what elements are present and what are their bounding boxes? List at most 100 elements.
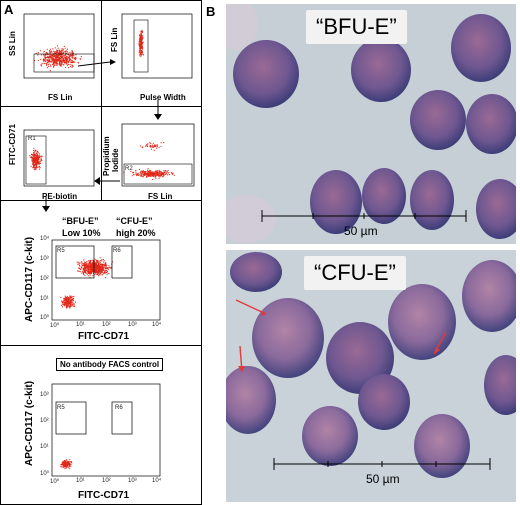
scatter-dot	[32, 167, 34, 169]
scatter-dot	[39, 162, 41, 165]
scatter-dot	[138, 43, 140, 45]
scatter-dot	[96, 271, 98, 273]
scatter-dot	[86, 265, 88, 267]
scatter-dot	[165, 170, 167, 172]
scatter-dot	[78, 270, 80, 272]
scatter-dot	[163, 170, 165, 172]
scatter-dot	[100, 264, 102, 266]
scatter-dot	[67, 61, 69, 64]
scatter-dot	[103, 261, 105, 263]
scatter-dot	[69, 65, 71, 67]
scatter-dot	[139, 37, 141, 39]
scatter-dot	[54, 52, 57, 54]
scatter-dot	[49, 50, 51, 52]
scatter-dot	[50, 64, 52, 66]
plot4-scatter	[121, 123, 195, 187]
scatter-dot	[66, 301, 68, 303]
scatter-dot	[53, 54, 55, 56]
scatter-dot	[104, 271, 106, 273]
scatter-dot	[77, 270, 79, 272]
scatter-dot	[68, 461, 70, 463]
scatter-dot	[83, 265, 86, 267]
scatter-dot	[153, 171, 155, 173]
scatter-dot	[102, 274, 104, 276]
scatter-dot	[73, 305, 76, 307]
scatter-dot	[39, 156, 41, 158]
scatter-dot	[66, 51, 68, 53]
plot5-cfue-sub: high 20%	[116, 228, 156, 238]
scatter-dot	[84, 266, 86, 268]
plot6-ytick: 10¹	[40, 444, 49, 450]
scatter-dot	[147, 168, 149, 170]
scatter-dot	[38, 153, 41, 155]
scatter-dot	[54, 64, 56, 66]
scatter-dot	[142, 176, 144, 178]
scatter-dot	[133, 171, 135, 173]
scatter-dot	[142, 53, 144, 55]
scatter-dot	[96, 273, 98, 275]
scatter-dot	[155, 174, 157, 176]
scatter-dot	[65, 463, 67, 465]
scatter-dot	[139, 43, 141, 45]
scatter-dot	[88, 262, 91, 264]
scatter-dot	[64, 468, 66, 470]
scatter-dot	[95, 273, 97, 275]
scatter-dot	[140, 40, 142, 42]
scatter-dot	[69, 462, 71, 465]
scatter-dot	[85, 272, 87, 274]
scatter-dot	[45, 54, 47, 56]
scatter-dot	[65, 49, 67, 51]
scatter-dot	[69, 459, 71, 461]
scatter-dot	[35, 169, 37, 171]
scatter-dot	[80, 58, 82, 60]
scatter-dot	[64, 60, 66, 62]
scatter-dot	[90, 262, 92, 264]
scatter-dot	[87, 270, 89, 273]
scatter-dot	[101, 264, 103, 266]
scatter-dot	[64, 460, 66, 462]
scatter-dot	[159, 172, 161, 174]
scatter-dot	[82, 265, 84, 267]
scatter-dot	[51, 50, 53, 52]
scatter-dot	[54, 51, 56, 53]
plot6-ytick: 10⁰	[40, 471, 50, 477]
scatter-dot	[106, 264, 108, 266]
scatter-dot	[108, 268, 110, 270]
scatter-dot	[84, 264, 86, 266]
scatter-dot	[32, 157, 34, 159]
scatter-dot	[94, 269, 96, 271]
scatter-dot	[157, 174, 159, 176]
scatter-dot	[101, 259, 103, 261]
plot6-xtick: 10⁰	[50, 479, 60, 485]
scatter-dot	[139, 47, 141, 49]
divider	[0, 200, 202, 201]
scatter-dot	[60, 60, 63, 62]
scatter-dot	[159, 171, 161, 173]
scatter-dot	[148, 174, 150, 176]
scatter-dot	[82, 273, 85, 275]
scatter-dot	[64, 57, 66, 59]
scatter-dot	[131, 175, 133, 177]
scatter-dot	[88, 264, 91, 266]
scatter-dot	[139, 55, 141, 57]
scatter-dot	[34, 162, 36, 164]
scatter-dot	[66, 298, 68, 300]
scatter-dot	[68, 468, 70, 470]
scatter-dot	[65, 301, 67, 303]
scatter-dot	[61, 48, 63, 50]
scatter-dot	[61, 61, 64, 63]
scatter-dot	[106, 273, 108, 275]
scatter-dot	[162, 172, 164, 174]
plot5-xtick: 10³	[128, 322, 137, 328]
scatter-dot	[108, 272, 110, 275]
scatter-dot	[83, 259, 85, 261]
scatter-dot	[100, 272, 102, 274]
scatter-dot	[38, 155, 40, 157]
scatter-dot	[78, 264, 80, 266]
scatter-dot	[71, 50, 73, 53]
plot2-xlabel: Pulse Width	[140, 93, 186, 102]
scatter-dot	[99, 261, 101, 263]
scatter-dot	[148, 171, 150, 173]
panel-letter-a: A	[4, 2, 14, 17]
scatter-dot	[70, 297, 73, 299]
